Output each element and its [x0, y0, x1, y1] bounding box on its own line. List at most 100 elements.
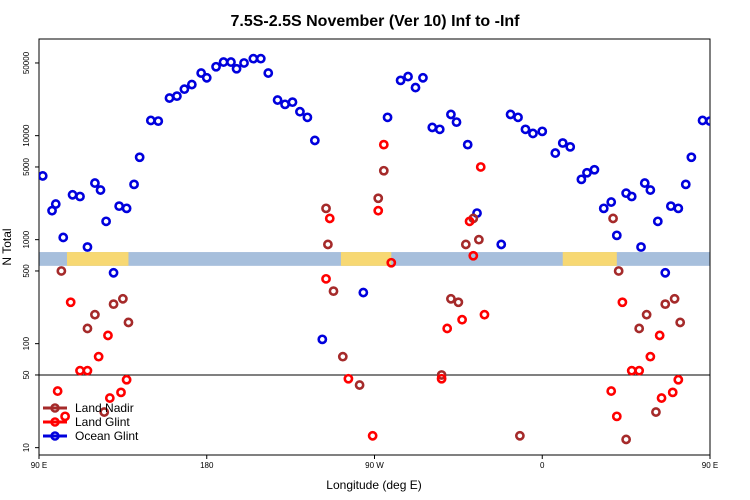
- data-point: [697, 115, 708, 126]
- data-point: [82, 242, 93, 252]
- data-point: [513, 112, 523, 123]
- data-point: [226, 57, 236, 67]
- data-point: [211, 61, 221, 72]
- x-axis: 90 E 180 90 W 0 90 E: [31, 455, 718, 470]
- legend-label: Land Nadir: [75, 401, 134, 415]
- data-point: [317, 334, 328, 345]
- data-point: [287, 97, 298, 108]
- x-tick-label: 180: [200, 461, 214, 470]
- data-point: [626, 365, 637, 376]
- data-point: [436, 370, 447, 380]
- x-tick-label: 90 E: [31, 461, 47, 470]
- data-point: [667, 387, 678, 398]
- data-point: [611, 411, 622, 422]
- data-point: [505, 109, 516, 120]
- y-axis: 10 50 100 500 1000 5000 10000 50000: [22, 51, 39, 452]
- data-point: [373, 193, 384, 204]
- data-point: [239, 58, 249, 68]
- data-point: [82, 365, 93, 376]
- data-point: [263, 68, 274, 78]
- land-mass-africa: [562, 252, 617, 266]
- data-point: [60, 411, 70, 422]
- data-point: [680, 179, 691, 190]
- data-point: [321, 273, 331, 284]
- data-point: [309, 135, 320, 146]
- data-point: [117, 293, 128, 304]
- data-point: [52, 386, 63, 396]
- data-point: [323, 239, 333, 250]
- series-land-nadir: [56, 165, 686, 445]
- chart-title: 7.5S-2.5S November (Ver 10) Inf to -Inf: [231, 13, 521, 30]
- y-axis-label: N Total: [0, 228, 14, 265]
- data-point: [201, 72, 212, 83]
- data-point: [101, 216, 111, 227]
- legend: Land Nadir Land Glint Ocean Glint: [43, 401, 139, 443]
- data-point: [367, 430, 378, 441]
- data-point: [134, 152, 145, 163]
- x-tick-label: 90 E: [702, 461, 718, 470]
- data-point: [514, 430, 525, 441]
- x-tick-label: 90 W: [365, 461, 384, 470]
- series-ocean-glint: [39, 53, 719, 345]
- data-point: [58, 232, 69, 243]
- data-point: [75, 365, 85, 376]
- data-point: [673, 374, 684, 385]
- data-point: [95, 185, 106, 195]
- data-point: [218, 57, 229, 67]
- map-band: [39, 252, 710, 266]
- data-point: [626, 191, 637, 202]
- data-point: [712, 94, 719, 101]
- data-point: [328, 286, 339, 297]
- data-point: [343, 373, 354, 384]
- legend-entry-land-glint: Land Glint: [43, 415, 130, 429]
- data-point: [403, 71, 413, 82]
- data-point: [613, 266, 624, 276]
- data-point: [410, 82, 421, 93]
- data-point: [93, 351, 104, 362]
- data-point: [116, 387, 126, 398]
- y-tick-label: 10: [22, 443, 31, 452]
- y-tick-label: 50: [22, 370, 31, 379]
- data-point: [641, 309, 652, 320]
- series-land-glint: [52, 139, 684, 441]
- legend-entry-land-nadir: Land Nadir: [43, 401, 134, 415]
- data-point: [378, 139, 389, 150]
- data-point: [99, 407, 110, 417]
- data-point: [39, 171, 48, 181]
- data-point: [337, 351, 348, 362]
- data-point: [103, 330, 113, 341]
- y-tick-label: 500: [22, 264, 31, 278]
- map-band-land: [66, 252, 617, 266]
- data-point: [652, 216, 663, 227]
- data-point: [231, 63, 242, 74]
- data-point: [451, 117, 462, 128]
- data-point: [354, 380, 365, 390]
- data-point: [582, 167, 592, 178]
- data-point: [324, 213, 335, 224]
- data-point: [90, 309, 100, 320]
- data-point: [660, 267, 671, 278]
- data-point: [56, 266, 67, 276]
- data-point: [645, 185, 656, 195]
- data-point: [464, 216, 475, 227]
- data-point: [589, 164, 600, 175]
- data-point: [621, 434, 632, 445]
- data-point: [295, 106, 305, 117]
- data-points: [39, 53, 719, 445]
- data-point: [321, 203, 331, 214]
- data-point: [50, 199, 61, 209]
- data-point: [378, 165, 389, 176]
- data-point: [196, 68, 207, 78]
- y-tick-label: 1000: [22, 230, 31, 248]
- data-point: [186, 79, 197, 90]
- data-point: [114, 201, 125, 212]
- data-point: [651, 407, 661, 417]
- data-point: [280, 99, 290, 110]
- data-point: [565, 141, 576, 152]
- data-point: [121, 374, 132, 385]
- data-point: [475, 162, 486, 172]
- data-point: [446, 109, 456, 120]
- data-point: [520, 124, 531, 135]
- data-point: [634, 323, 645, 334]
